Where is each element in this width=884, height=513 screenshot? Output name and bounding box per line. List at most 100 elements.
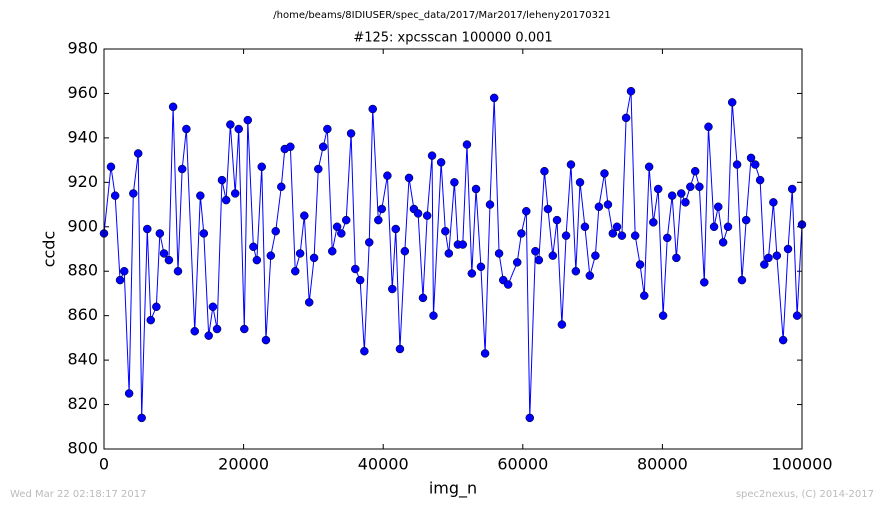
data-point xyxy=(377,204,387,214)
data-point xyxy=(561,231,571,240)
data-point xyxy=(152,302,161,312)
data-point xyxy=(164,255,174,265)
data-point xyxy=(318,142,328,152)
data-point xyxy=(177,164,187,174)
y-tick-label: 900 xyxy=(67,216,98,235)
data-point xyxy=(467,269,477,278)
data-point xyxy=(271,226,280,236)
data-point xyxy=(503,280,513,289)
data-point xyxy=(106,162,116,172)
x-axis-label: img_n xyxy=(429,479,477,499)
data-point xyxy=(346,129,356,138)
data-point xyxy=(383,171,392,180)
data-point xyxy=(124,389,134,398)
data-point xyxy=(649,218,658,227)
data-point xyxy=(217,175,227,185)
x-tick-label: 20000 xyxy=(218,455,269,474)
data-point xyxy=(252,255,262,265)
y-tick-label: 920 xyxy=(67,172,98,191)
data-point xyxy=(534,255,544,265)
data-point xyxy=(436,158,446,167)
data-point xyxy=(552,215,562,225)
data-point xyxy=(723,222,733,232)
data-point xyxy=(566,160,576,169)
data-point xyxy=(395,344,405,354)
data-point xyxy=(204,331,213,340)
data-point xyxy=(522,206,531,216)
data-point xyxy=(746,153,756,163)
data-point xyxy=(212,324,222,334)
data-point xyxy=(226,120,235,129)
data-point xyxy=(391,224,401,234)
data-point xyxy=(291,266,300,276)
data-point xyxy=(444,249,454,258)
data-point xyxy=(129,189,138,198)
data-point xyxy=(653,184,663,194)
data-point xyxy=(548,251,558,260)
data-point xyxy=(458,240,468,249)
data-point xyxy=(400,246,410,256)
x-tick-label: 80000 xyxy=(637,455,688,474)
data-point xyxy=(261,335,271,345)
data-point xyxy=(266,251,276,260)
data-point xyxy=(304,298,314,307)
y-tick-label: 980 xyxy=(67,39,98,58)
data-point xyxy=(418,293,428,303)
data-point xyxy=(168,102,178,112)
data-point xyxy=(427,151,437,160)
data-point xyxy=(760,260,769,269)
x-tick-label: 60000 xyxy=(497,455,548,474)
data-point xyxy=(485,200,495,209)
data-point xyxy=(360,346,369,356)
footer-right: spec2nexus, (C) 2014-2017 xyxy=(736,489,874,500)
data-point xyxy=(332,222,342,232)
data-point xyxy=(243,115,253,125)
footer-left: Wed Mar 22 02:18:17 2017 xyxy=(10,489,146,500)
data-point xyxy=(300,211,309,220)
data-point xyxy=(234,124,243,134)
data-point xyxy=(600,169,609,178)
data-point xyxy=(700,278,709,287)
data-point xyxy=(603,200,613,209)
data-point xyxy=(155,229,165,238)
data-point xyxy=(640,291,649,300)
data-point xyxy=(750,160,760,169)
data-point xyxy=(182,124,191,134)
data-point xyxy=(413,209,423,218)
data-point xyxy=(146,315,156,325)
data-point xyxy=(543,204,553,214)
data-point xyxy=(137,413,146,423)
data-point xyxy=(221,195,231,205)
data-point xyxy=(314,164,323,174)
y-tick-label: 840 xyxy=(67,350,98,369)
data-point xyxy=(173,266,183,276)
data-point xyxy=(585,271,595,280)
y-tick-label: 880 xyxy=(67,261,98,280)
data-point xyxy=(494,249,504,258)
y-tick-label: 800 xyxy=(67,439,98,458)
data-point xyxy=(594,202,604,212)
data-point xyxy=(110,191,120,200)
data-point xyxy=(778,335,788,345)
data-point xyxy=(713,202,723,212)
data-point xyxy=(672,253,681,263)
data-point xyxy=(480,349,490,358)
x-tick-label: 0 xyxy=(99,455,109,474)
data-point xyxy=(792,311,802,320)
data-point xyxy=(575,178,585,187)
data-point xyxy=(783,244,793,254)
data-point xyxy=(630,231,640,240)
data-point xyxy=(531,246,540,256)
y-tick-label: 820 xyxy=(67,394,98,413)
data-point xyxy=(143,224,152,234)
data-point xyxy=(119,266,129,276)
data-point xyxy=(557,320,567,329)
data-point xyxy=(230,189,240,198)
data-point xyxy=(787,184,797,194)
data-point xyxy=(277,182,286,192)
data-point xyxy=(208,302,218,312)
data-point xyxy=(676,189,686,198)
data-point xyxy=(709,222,719,232)
data-point xyxy=(489,93,499,103)
